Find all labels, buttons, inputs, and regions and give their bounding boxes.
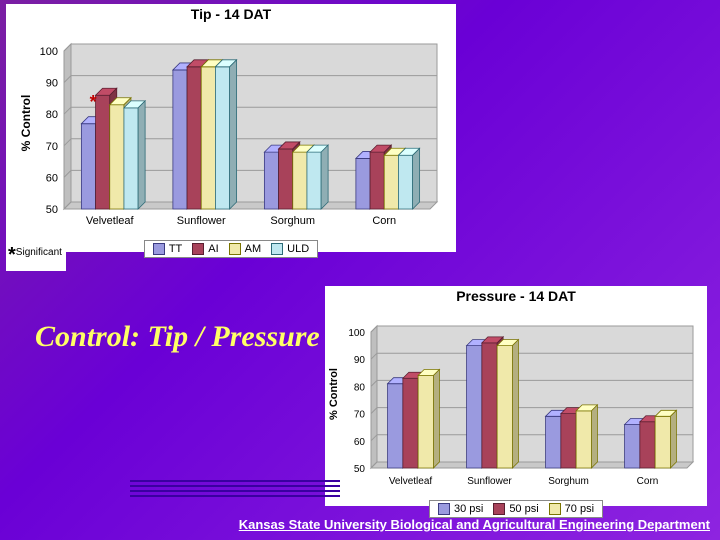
svg-text:80: 80 — [354, 382, 366, 393]
svg-text:Corn: Corn — [637, 476, 659, 487]
legend-item: ULD — [271, 243, 309, 255]
svg-text:60: 60 — [46, 172, 58, 184]
tip-chart-title: Tip - 14 DAT — [6, 4, 456, 22]
legend-item: AM — [229, 243, 262, 255]
svg-text:70: 70 — [46, 141, 58, 153]
legend-label: TT — [169, 243, 182, 255]
footer-text: Kansas State University Biological and A… — [239, 517, 710, 532]
legend-item: 70 psi — [549, 503, 594, 515]
legend-label: 30 psi — [454, 503, 483, 515]
significance-note: *Significant — [6, 244, 66, 271]
svg-text:Sorghum: Sorghum — [270, 215, 315, 227]
svg-text:100: 100 — [40, 46, 58, 58]
svg-text:60: 60 — [354, 437, 366, 448]
legend-swatch — [271, 243, 283, 255]
legend-label: ULD — [287, 243, 309, 255]
legend-swatch — [153, 243, 165, 255]
legend-swatch — [229, 243, 241, 255]
legend-label: 70 psi — [565, 503, 594, 515]
svg-text:70: 70 — [354, 410, 366, 421]
legend-label: AM — [245, 243, 262, 255]
svg-text:% Control: % Control — [19, 95, 33, 152]
legend-swatch — [549, 503, 561, 515]
legend-item: TT — [153, 243, 182, 255]
tip-chart-panel: Tip - 14 DAT 50 60 70 80 90 100 % Control Velve… — [6, 4, 456, 252]
legend-label: AI — [208, 243, 218, 255]
svg-text:Sunflower: Sunflower — [177, 215, 226, 227]
slide: Tip - 14 DAT 50 60 70 80 90 100 % Control Velve… — [0, 0, 720, 540]
tip-chart-legend: TT AI AM ULD — [144, 240, 318, 258]
svg-text:Sorghum: Sorghum — [548, 476, 589, 487]
svg-text:90: 90 — [354, 355, 366, 366]
svg-text:Velvetleaf: Velvetleaf — [389, 476, 433, 487]
svg-text:Sunflower: Sunflower — [467, 476, 512, 487]
svg-text:*: * — [90, 92, 97, 112]
tip-chart-body: 50 60 70 80 90 100 % Control Velvetleaf Sunflowe… — [6, 22, 456, 236]
svg-text:Velvetleaf: Velvetleaf — [86, 215, 135, 227]
svg-text:90: 90 — [46, 78, 58, 90]
pressure-chart-body: 50 60 70 80 90 100 % Control Velvetleaf Sunflowe… — [325, 304, 707, 496]
svg-text:Corn: Corn — [372, 215, 396, 227]
decor-lines — [130, 477, 340, 500]
asterisk-icon: * — [8, 244, 16, 266]
pressure-chart-panel: Pressure - 14 DAT 50 60 70 80 90 100 % Control… — [325, 286, 707, 506]
svg-text:100: 100 — [348, 328, 365, 339]
legend-swatch — [438, 503, 450, 515]
legend-item: AI — [192, 243, 218, 255]
legend-label: 50 psi — [509, 503, 538, 515]
legend-swatch — [192, 243, 204, 255]
legend-item: 50 psi — [493, 503, 538, 515]
pressure-chart-legend: 30 psi 50 psi 70 psi — [429, 500, 603, 518]
pressure-chart-title: Pressure - 14 DAT — [325, 286, 707, 304]
svg-text:80: 80 — [46, 109, 58, 121]
legend-swatch — [493, 503, 505, 515]
legend-item: 30 psi — [438, 503, 483, 515]
svg-text:50: 50 — [46, 204, 58, 216]
significance-label: Significant — [16, 247, 62, 258]
svg-text:50: 50 — [354, 464, 366, 475]
slide-heading: Control: Tip / Pressure — [35, 320, 320, 355]
svg-text:% Control: % Control — [328, 368, 340, 420]
